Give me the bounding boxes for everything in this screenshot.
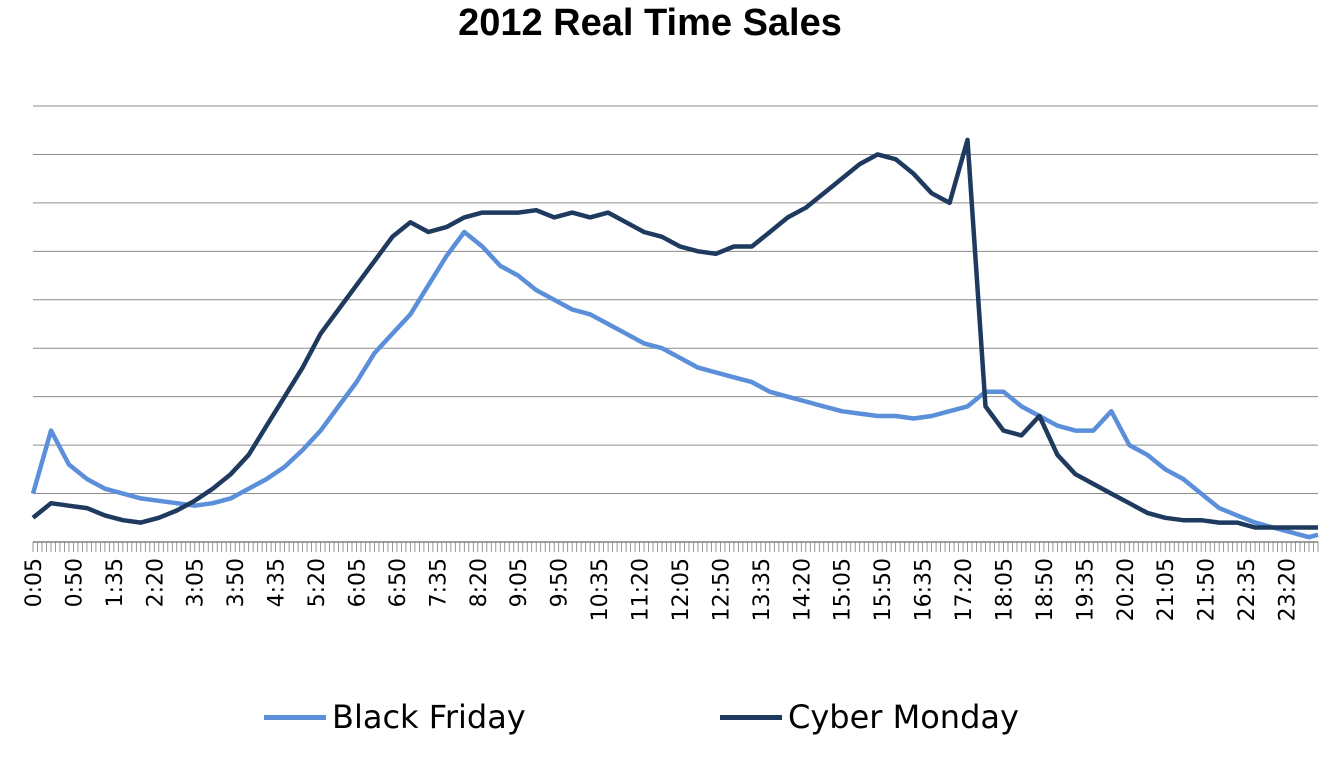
gridlines bbox=[33, 105, 1318, 543]
x-tick-label: 18:50 bbox=[1033, 558, 1058, 621]
x-tick-label: 12:50 bbox=[709, 558, 734, 621]
x-tick-label: 20:20 bbox=[1114, 558, 1139, 621]
x-tick-label: 21:50 bbox=[1195, 558, 1220, 621]
legend-label-black-friday: Black Friday bbox=[332, 698, 526, 736]
x-tick-label: 19:35 bbox=[1073, 558, 1098, 621]
x-tick-label: 3:50 bbox=[224, 558, 249, 607]
x-tick-label: 22:35 bbox=[1235, 558, 1260, 621]
x-tick-label: 12:05 bbox=[669, 558, 694, 621]
x-tick-label: 21:05 bbox=[1154, 558, 1179, 621]
x-tick-label: 3:05 bbox=[184, 558, 209, 607]
legend-swatch-black-friday bbox=[264, 714, 326, 720]
x-tick-label: 16:35 bbox=[912, 558, 937, 621]
x-tick-label: 7:35 bbox=[426, 558, 451, 607]
x-tick-label: 4:35 bbox=[265, 558, 290, 607]
legend-label-cyber-monday: Cyber Monday bbox=[788, 698, 1019, 736]
x-tick-label: 18:05 bbox=[992, 558, 1017, 621]
x-tick-label: 11:20 bbox=[629, 558, 654, 621]
x-tick-label: 0:50 bbox=[62, 558, 87, 607]
x-tick-label: 14:20 bbox=[790, 558, 815, 621]
legend-item-black-friday: Black Friday bbox=[264, 698, 526, 736]
x-tick-label: 17:20 bbox=[952, 558, 977, 621]
x-tick-label: 15:50 bbox=[871, 558, 896, 621]
x-tick-label: 15:05 bbox=[831, 558, 856, 621]
x-tick-label: 8:20 bbox=[467, 558, 492, 607]
legend-swatch-cyber-monday bbox=[720, 714, 782, 720]
chart-title: 2012 Real Time Sales bbox=[458, 2, 842, 44]
series-line-black-friday bbox=[30, 229, 1319, 540]
x-tick-label: 13:35 bbox=[750, 558, 775, 621]
series-line-cyber-monday bbox=[31, 137, 1318, 530]
x-tick-label: 6:50 bbox=[386, 558, 411, 607]
series-lines bbox=[30, 137, 1319, 540]
x-axis: 0:05 0:50 1:35 2:20 3:05 3:50 4:35 5:20 6:05 6:50… bbox=[22, 542, 1319, 621]
x-tick-label: 23:20 bbox=[1276, 558, 1301, 621]
chart-plot: 0:05 0:50 1:35 2:20 3:05 3:50 4:35 5:20 6:05 6:50… bbox=[22, 105, 1319, 621]
x-tick-label: 5:20 bbox=[305, 558, 330, 607]
x-tick-label: 6:05 bbox=[345, 558, 370, 607]
x-tick-label: 9:05 bbox=[507, 558, 532, 607]
x-tick-label: 9:50 bbox=[548, 558, 573, 607]
x-tick-label: 2:20 bbox=[143, 558, 168, 607]
legend-item-cyber-monday: Cyber Monday bbox=[720, 698, 1019, 736]
x-tick-label: 0:05 bbox=[22, 558, 47, 607]
x-tick-label: 10:35 bbox=[588, 558, 613, 621]
legend: Black Friday Cyber Monday bbox=[0, 698, 1344, 738]
x-tick-label: 1:35 bbox=[103, 558, 128, 607]
